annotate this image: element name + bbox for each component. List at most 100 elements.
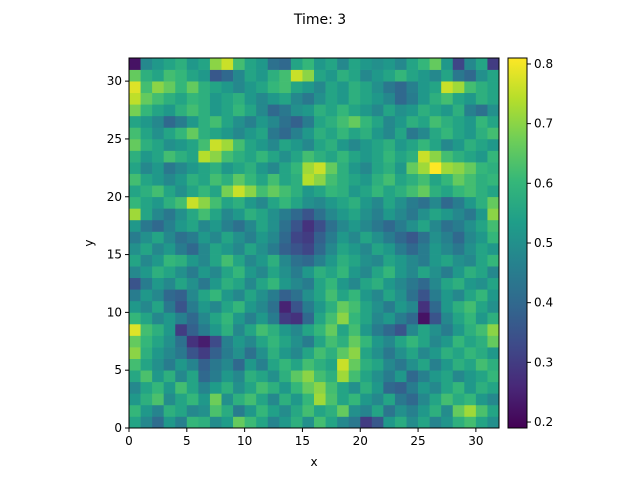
- heatmap-cell: [371, 173, 384, 186]
- heatmap-cell: [418, 347, 430, 359]
- heatmap-cell: [325, 173, 338, 186]
- heatmap-cell: [314, 312, 326, 325]
- heatmap-cell: [221, 347, 234, 359]
- heatmap-cell: [360, 347, 373, 359]
- heatmap-cell: [406, 69, 419, 82]
- heatmap-cell: [475, 173, 488, 186]
- heatmap-cell: [302, 231, 315, 244]
- heatmap-cell: [348, 358, 361, 371]
- heatmap-cell: [487, 173, 500, 186]
- heatmap-cell: [383, 277, 396, 290]
- heatmap-cell: [209, 231, 222, 244]
- heatmap-cell: [325, 358, 338, 371]
- heatmap-cell: [314, 370, 326, 383]
- heatmap-cell: [221, 335, 234, 348]
- heatmap-cell: [209, 115, 222, 128]
- heatmap-cell: [267, 138, 280, 151]
- heatmap-cell: [406, 58, 419, 70]
- heatmap-cell: [267, 370, 280, 383]
- heatmap-cell: [348, 381, 361, 394]
- heatmap-cell: [452, 173, 465, 186]
- heatmap-cell: [406, 300, 419, 313]
- heatmap-cell: [198, 104, 211, 117]
- heatmap-cell: [475, 277, 488, 290]
- heatmap-cell: [209, 196, 222, 209]
- heatmap-cell: [152, 219, 165, 232]
- heatmap-cell: [325, 404, 338, 417]
- heatmap-cell: [290, 323, 303, 336]
- heatmap-cell: [129, 243, 141, 255]
- heatmap-cell: [406, 219, 419, 232]
- heatmap-cell: [348, 312, 361, 325]
- heatmap-cell: [418, 254, 430, 267]
- heatmap-cell: [175, 381, 188, 394]
- y-tick-label: 15: [107, 248, 122, 262]
- heatmap-cell: [383, 104, 396, 117]
- heatmap-cell: [290, 150, 303, 163]
- heatmap-cell: [371, 358, 384, 371]
- heatmap-cell: [452, 335, 465, 348]
- heatmap-cell: [406, 231, 419, 244]
- heatmap-cell: [279, 69, 292, 82]
- heatmap-cell: [394, 277, 407, 290]
- y-axis-label: y: [82, 239, 96, 246]
- heatmap-cell: [221, 127, 234, 140]
- heatmap-cell: [429, 104, 442, 117]
- heatmap-cell: [163, 104, 176, 117]
- heatmap-cell: [325, 323, 338, 336]
- heatmap-cell: [429, 115, 442, 128]
- heatmap-cell: [290, 370, 303, 383]
- heatmap-cell: [464, 58, 477, 70]
- heatmap-cell: [406, 115, 419, 128]
- heatmap-cell: [337, 300, 350, 313]
- heatmap-cell: [371, 150, 384, 163]
- heatmap-cell: [475, 393, 488, 406]
- heatmap-cell: [383, 347, 396, 359]
- heatmap-cell: [256, 381, 269, 394]
- heatmap-cell: [418, 404, 430, 417]
- heatmap-cell: [325, 219, 338, 232]
- heatmap-cell: [464, 115, 477, 128]
- colorbar-tick-label: 0.4: [534, 296, 553, 310]
- heatmap-cell: [360, 115, 373, 128]
- heatmap-cell: [371, 335, 384, 348]
- heatmap-cell: [325, 104, 338, 117]
- heatmap-cell: [209, 323, 222, 336]
- heatmap-cell: [256, 219, 269, 232]
- heatmap-cell: [314, 81, 326, 94]
- heatmap-cell: [348, 138, 361, 151]
- heatmap-cell: [175, 323, 188, 336]
- heatmap-cell: [360, 277, 373, 290]
- heatmap-cell: [464, 150, 477, 163]
- heatmap-cell: [140, 393, 153, 406]
- heatmap-cell: [475, 219, 488, 232]
- heatmap-cell: [452, 266, 465, 279]
- heatmap-cell: [221, 243, 234, 255]
- heatmap-cell: [256, 185, 269, 198]
- heatmap-cell: [418, 104, 430, 117]
- heatmap-cell: [394, 115, 407, 128]
- heatmap-cell: [233, 173, 245, 186]
- heatmap-cell: [175, 138, 188, 151]
- heatmap-cell: [163, 300, 176, 313]
- heatmap-cell: [383, 323, 396, 336]
- heatmap-cell: [302, 243, 315, 255]
- heatmap-cell: [279, 243, 292, 255]
- heatmap-cell: [290, 196, 303, 209]
- heatmap-cell: [452, 370, 465, 383]
- heatmap-cell: [267, 381, 280, 394]
- heatmap-cell: [487, 127, 500, 140]
- heatmap-cell: [406, 173, 419, 186]
- heatmap-cell: [383, 69, 396, 82]
- heatmap-cell: [441, 312, 454, 325]
- heatmap-cell: [152, 196, 165, 209]
- heatmap-cell: [394, 347, 407, 359]
- heatmap-cell: [140, 254, 153, 267]
- heatmap-cell: [233, 254, 245, 267]
- heatmap-cell: [464, 393, 477, 406]
- heatmap-cell: [129, 138, 141, 151]
- heatmap-cell: [175, 150, 188, 163]
- heatmap-cell: [348, 208, 361, 221]
- heatmap-cell: [233, 196, 245, 209]
- heatmap-cell: [140, 81, 153, 94]
